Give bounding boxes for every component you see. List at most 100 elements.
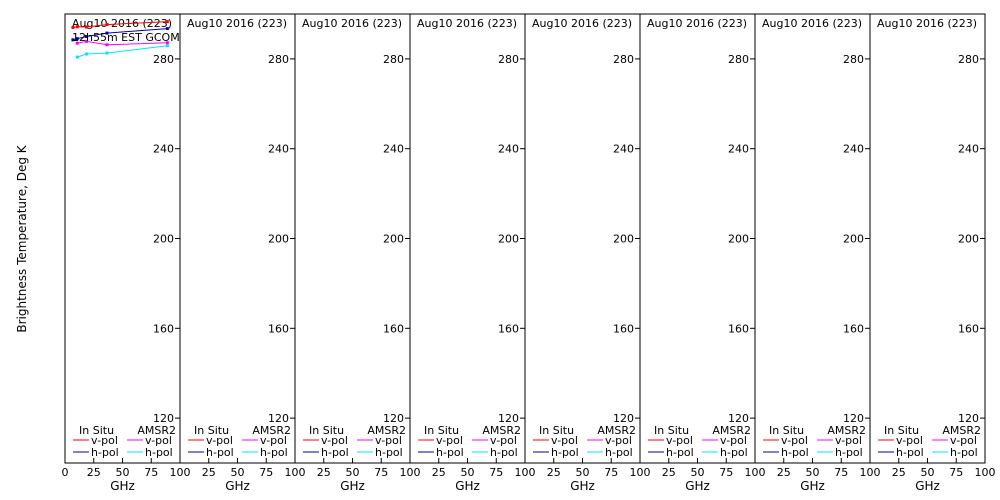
- chart-panel-2: Aug10 2016 (223) 120 160 200 240 280 25 50 75 100…: [179, 13, 306, 493]
- chart-panel-8: Aug10 2016 (223) 120 160 200 240 280 25 50 75 100…: [869, 13, 996, 493]
- y-tick-label: 200: [268, 233, 289, 246]
- legend-label-in-situ-v-pol: v-pol: [666, 434, 693, 447]
- y-tick-label: 120: [383, 412, 404, 425]
- y-tick-label: 240: [843, 143, 864, 156]
- legend-header-in-situ: In Situ: [194, 424, 229, 437]
- x-tick-label: 25: [432, 466, 446, 479]
- y-tick-label: 160: [268, 322, 289, 335]
- y-tick-label: 200: [498, 233, 519, 246]
- x-tick-label: 75: [834, 466, 848, 479]
- y-tick-label: 240: [153, 143, 174, 156]
- legend-label-amsr2-v-pol: v-pol: [375, 434, 402, 447]
- y-tick-label: 200: [383, 233, 404, 246]
- x-tick-label: 25: [202, 466, 216, 479]
- data-point-in_situ_v: [71, 25, 75, 29]
- y-tick-label: 280: [268, 53, 289, 66]
- legend-header-in-situ: In Situ: [884, 424, 919, 437]
- y-tick-label: 240: [383, 143, 404, 156]
- legend-header-in-situ: In Situ: [309, 424, 344, 437]
- x-tick-label: 75: [604, 466, 618, 479]
- chart-panel-7: Aug10 2016 (223) 120 160 200 240 280 25 50 75 100…: [754, 13, 881, 493]
- panel-title: Aug10 2016 (223): [762, 17, 862, 30]
- legend-label-in-situ-h-pol: h-pol: [91, 446, 119, 459]
- data-point-in_situ_v: [75, 25, 79, 29]
- legend-label-amsr2-h-pol: h-pol: [950, 446, 978, 459]
- x-tick-label: 50: [921, 466, 935, 479]
- chart-panel-3: Aug10 2016 (223) 120 160 200 240 280 25 50 75 100…: [294, 13, 421, 493]
- y-tick-label: 160: [843, 322, 864, 335]
- legend-label-in-situ-h-pol: h-pol: [551, 446, 579, 459]
- legend-label-amsr2-h-pol: h-pol: [720, 446, 748, 459]
- data-point-in_situ_h: [71, 38, 75, 42]
- legend-label-in-situ-h-pol: h-pol: [781, 446, 809, 459]
- y-axis-title: Brightness Temperature, Deg K: [15, 144, 29, 332]
- legend-label-amsr2-v-pol: v-pol: [950, 434, 977, 447]
- y-tick-label: 160: [153, 322, 174, 335]
- x-axis-title: GHz: [685, 479, 710, 493]
- x-tick-label: 50: [231, 466, 245, 479]
- panel-title: Aug10 2016 (223): [417, 17, 517, 30]
- y-tick-label: 240: [613, 143, 634, 156]
- x-tick-label: 50: [691, 466, 705, 479]
- x-tick-label: 75: [374, 466, 388, 479]
- legend-label-amsr2-v-pol: v-pol: [145, 434, 172, 447]
- x-tick-label: 50: [461, 466, 475, 479]
- legend-header-in-situ: In Situ: [769, 424, 804, 437]
- legend-label-amsr2-h-pol: h-pol: [605, 446, 633, 459]
- legend-label-amsr2-h-pol: h-pol: [145, 446, 173, 459]
- legend-label-in-situ-v-pol: v-pol: [436, 434, 463, 447]
- data-point-in_situ_h: [75, 37, 79, 41]
- y-tick-label: 200: [728, 233, 749, 246]
- y-tick-label: 200: [153, 233, 174, 246]
- y-tick-label: 160: [383, 322, 404, 335]
- x-tick-label: 25: [87, 466, 101, 479]
- legend-label-in-situ-h-pol: h-pol: [321, 446, 349, 459]
- data-point-amsr2_v: [75, 41, 79, 45]
- y-tick-label: 120: [613, 412, 634, 425]
- panel-subtitle: 12h55m EST GCOM: [72, 31, 180, 44]
- legend-label-amsr2-v-pol: v-pol: [260, 434, 287, 447]
- legend-label-in-situ-v-pol: v-pol: [551, 434, 578, 447]
- y-tick-label: 200: [613, 233, 634, 246]
- legend-label-amsr2-h-pol: h-pol: [375, 446, 403, 459]
- y-tick-label: 160: [958, 322, 979, 335]
- x-axis-title: GHz: [915, 479, 940, 493]
- chart-panel-6: Aug10 2016 (223) 120 160 200 240 280 25 50 75 100…: [639, 13, 766, 493]
- x-axis-title: GHz: [110, 479, 135, 493]
- data-point-amsr2_h: [105, 51, 109, 55]
- y-tick-label: 120: [153, 412, 174, 425]
- y-tick-label: 160: [613, 322, 634, 335]
- x-axis-title: GHz: [570, 479, 595, 493]
- legend-label-in-situ-h-pol: h-pol: [896, 446, 924, 459]
- x-tick-label: 100: [400, 466, 421, 479]
- data-point-amsr2_h: [85, 52, 89, 56]
- legend-header-amsr2: AMSR2: [367, 424, 406, 437]
- legend-header-amsr2: AMSR2: [252, 424, 291, 437]
- y-tick-label: 280: [958, 53, 979, 66]
- y-tick-label: 280: [153, 53, 174, 66]
- y-tick-label: 240: [958, 143, 979, 156]
- y-tick-label: 280: [498, 53, 519, 66]
- data-point-in_situ_v: [85, 25, 89, 29]
- data-point-in_situ_v: [105, 23, 109, 27]
- y-tick-label: 120: [843, 412, 864, 425]
- data-point-amsr2_h: [165, 44, 169, 48]
- legend-header-amsr2: AMSR2: [712, 424, 751, 437]
- legend-label-in-situ-v-pol: v-pol: [896, 434, 923, 447]
- legend-label-in-situ-h-pol: h-pol: [666, 446, 694, 459]
- legend-label-amsr2-v-pol: v-pol: [720, 434, 747, 447]
- legend-header-in-situ: In Situ: [539, 424, 574, 437]
- x-axis-title: GHz: [455, 479, 480, 493]
- y-tick-label: 120: [958, 412, 979, 425]
- legend-header-amsr2: AMSR2: [942, 424, 981, 437]
- y-tick-label: 200: [843, 233, 864, 246]
- legend-label-in-situ-v-pol: v-pol: [91, 434, 118, 447]
- y-tick-label: 240: [498, 143, 519, 156]
- legend-label-amsr2-v-pol: v-pol: [490, 434, 517, 447]
- legend-label-in-situ-h-pol: h-pol: [436, 446, 464, 459]
